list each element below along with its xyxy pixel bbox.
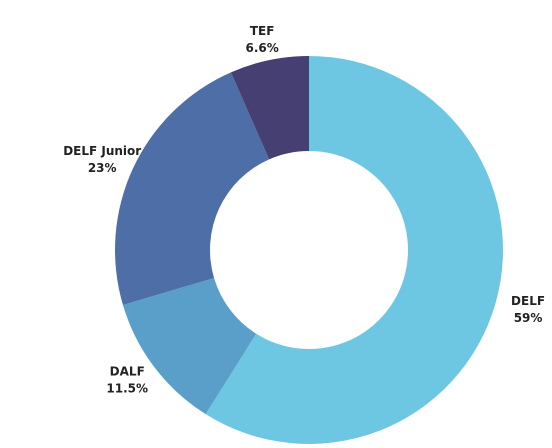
donut-slice <box>205 56 503 444</box>
slice-label: TEF <box>250 24 275 38</box>
slice-label: DELF <box>511 294 545 308</box>
donut-slice <box>122 278 257 415</box>
donut-slice <box>114 72 270 305</box>
slice-value-label: 23% <box>88 161 117 175</box>
donut-slice <box>230 56 309 160</box>
slice-label: DALF <box>110 364 145 378</box>
slice-label: DELF Junior <box>63 144 141 158</box>
slice-value-label: 6.6% <box>245 41 278 55</box>
slice-value-label: 59% <box>514 311 543 325</box>
slice-value-label: 11.5% <box>106 381 148 395</box>
